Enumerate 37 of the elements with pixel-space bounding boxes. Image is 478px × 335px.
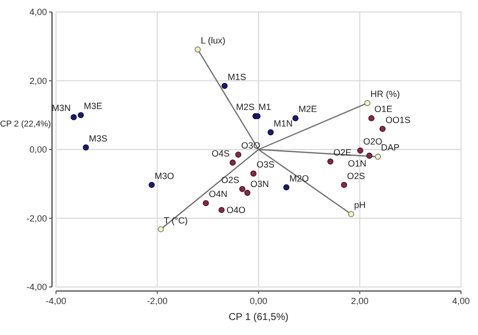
y-tick-label: -4,00 (26, 282, 47, 292)
data-label: O2S (347, 170, 366, 181)
y-tick-label: 2,00 (29, 76, 47, 86)
data-label: HR (%) (370, 89, 400, 100)
data-label: M1N (274, 118, 293, 128)
x-axis-title: CP 1 (61,5%) (228, 312, 288, 323)
x-tick-label: -2,00 (146, 296, 168, 306)
data-label: pH (354, 200, 366, 210)
y-tick-label: 0,00 (29, 144, 47, 155)
data-label: O1N (348, 158, 366, 169)
data-label: DAP (380, 142, 400, 153)
data-label: M3N (52, 103, 71, 114)
data-label: O1E (374, 104, 392, 114)
data-label: O4O (226, 205, 246, 215)
data-label: M1 (258, 102, 271, 112)
data-label: L (lux) (200, 35, 226, 46)
data-label: OO1S (386, 114, 411, 125)
data-label: M1S (228, 72, 246, 82)
data-label: M3E (84, 101, 102, 112)
data-label: M2S (236, 102, 254, 112)
data-label: O3N (250, 178, 269, 189)
x-tick-label: -4,00 (46, 296, 66, 306)
data-label: T (°C) (164, 215, 188, 226)
data-label: M3O (154, 170, 174, 181)
x-tick-label: 4,00 (452, 296, 470, 306)
data-label: M2E (298, 104, 317, 114)
data-label: O2S (221, 175, 240, 186)
data-label: O2O (363, 136, 382, 147)
y-tick-label: -2,00 (26, 213, 47, 224)
y-tick-label: 4,00 (29, 7, 47, 18)
data-label: O3S (256, 160, 274, 170)
y-axis-title: CP 2 (22,4%) (0, 118, 52, 129)
data-label: O4N (208, 189, 228, 200)
data-label: O4S (212, 148, 230, 159)
x-tick-label: 2,00 (350, 296, 369, 306)
x-tick-label: 0,00 (250, 296, 268, 306)
data-label: M3S (88, 133, 108, 144)
